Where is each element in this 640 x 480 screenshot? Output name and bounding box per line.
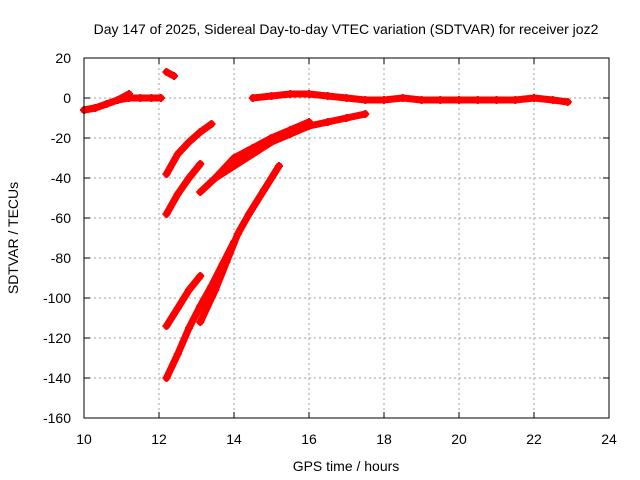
y-tick-label: 0 (63, 90, 71, 106)
data-point (162, 170, 171, 178)
data-point (563, 98, 572, 106)
data-point (436, 96, 445, 104)
data-point (248, 144, 257, 152)
data-point (417, 96, 426, 104)
data-point (207, 282, 216, 290)
data-point (102, 100, 111, 108)
data-point (248, 94, 257, 102)
data-point (305, 90, 313, 98)
x-tick-label: 14 (226, 431, 242, 447)
data-point (173, 304, 182, 312)
x-axis-label: GPS time / hours (293, 458, 400, 474)
data-point (196, 128, 205, 136)
data-point (170, 72, 178, 80)
data-point (245, 210, 253, 218)
data-point (267, 134, 276, 142)
data-point (342, 114, 351, 122)
y-tick-label: -140 (43, 370, 71, 386)
data-point (173, 350, 182, 358)
data-point (91, 104, 100, 112)
data-point (267, 92, 276, 100)
data-point (207, 120, 216, 128)
data-point (275, 162, 283, 170)
data-point (342, 94, 351, 102)
series-line (211, 118, 313, 182)
series-layer (80, 68, 572, 382)
data-point (185, 138, 193, 146)
data-point (455, 96, 463, 104)
tick-labels: 10 12 14 16 18 20 22 24 20 0 -20 -40 -60 -80 -100 -120 -… (43, 50, 617, 447)
x-tick-label: 20 (451, 431, 467, 447)
data-point (185, 324, 193, 332)
y-axis-label: SDTVAR / TECUs (5, 182, 21, 294)
data-point (230, 162, 238, 170)
y-tick-label: -80 (51, 250, 71, 266)
data-point (162, 68, 171, 76)
y-tick-label: 20 (55, 50, 71, 66)
data-point (162, 374, 171, 382)
data-point (125, 90, 133, 98)
x-tick-label: 18 (376, 431, 392, 447)
series-line (163, 160, 204, 218)
data-point (492, 96, 501, 104)
y-tick-label: -160 (43, 410, 71, 426)
series-line (163, 272, 204, 330)
data-point (230, 154, 238, 162)
data-point (361, 110, 370, 118)
data-point (323, 118, 332, 126)
data-point (511, 96, 520, 104)
data-point (173, 150, 182, 158)
x-tick-label: 12 (151, 431, 167, 447)
data-point (286, 126, 295, 134)
data-point (196, 188, 205, 196)
data-point (196, 318, 205, 326)
data-point (233, 230, 242, 238)
x-tick-label: 22 (526, 431, 542, 447)
x-tick-label: 24 (601, 431, 617, 447)
data-point (305, 118, 313, 126)
data-point (185, 286, 193, 294)
data-point (196, 302, 205, 310)
data-point (147, 94, 156, 102)
data-point (548, 96, 557, 104)
data-point (136, 94, 145, 102)
y-tick-label: -20 (51, 130, 71, 146)
data-point (398, 94, 407, 102)
data-point (286, 90, 295, 98)
y-tick-label: -100 (43, 290, 71, 306)
data-point (230, 238, 238, 246)
x-tick-label: 10 (76, 431, 92, 447)
ticks (83, 57, 610, 419)
data-point (530, 94, 538, 102)
data-point (196, 160, 205, 168)
data-point (361, 96, 370, 104)
y-tick-label: -60 (51, 210, 71, 226)
data-point (260, 186, 268, 194)
data-point (323, 92, 332, 100)
data-point (156, 94, 165, 102)
data-point (218, 260, 227, 268)
data-point (162, 210, 171, 218)
data-point (380, 96, 388, 104)
data-point (113, 96, 122, 104)
data-point (473, 96, 482, 104)
data-point (211, 174, 220, 182)
y-tick-label: -40 (51, 170, 71, 186)
chart-title: Day 147 of 2025, Sidereal Day-to-day VTE… (94, 21, 599, 37)
data-point (173, 190, 182, 198)
x-tick-label: 16 (301, 431, 317, 447)
data-point (196, 272, 205, 280)
data-point (162, 322, 171, 330)
plot-border (83, 57, 610, 419)
y-tick-label: -120 (43, 330, 71, 346)
data-point (185, 174, 193, 182)
